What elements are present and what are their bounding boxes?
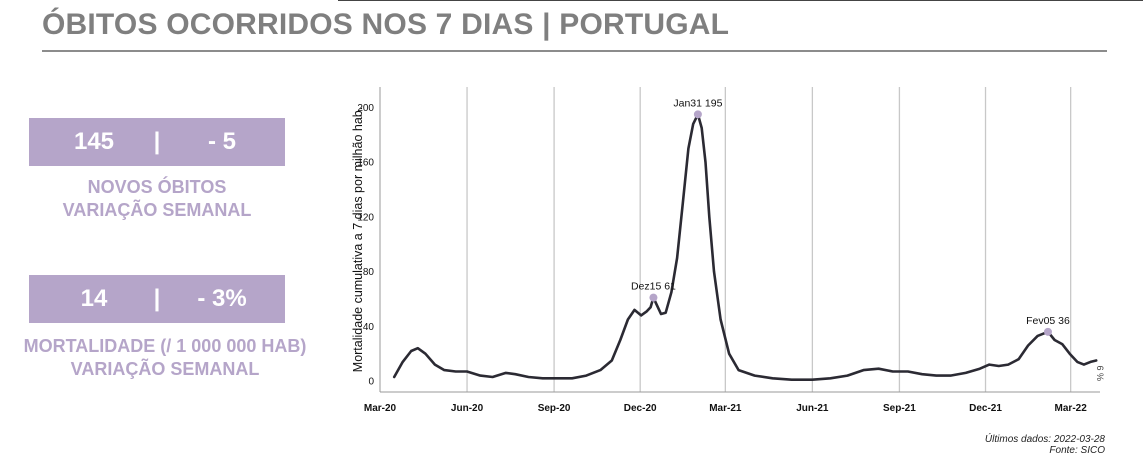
peak-label: Fev05 36 xyxy=(1026,315,1070,327)
x-tick-label: Jun-21 xyxy=(796,403,829,414)
kpi-separator: | xyxy=(153,285,161,312)
kpi-new-deaths-value: 145 xyxy=(73,128,115,155)
y-tick-label: 0 xyxy=(368,377,374,388)
peak-marker xyxy=(693,110,702,119)
x-tick-label: Sep-21 xyxy=(883,403,916,414)
x-tick-label: Mar-20 xyxy=(364,403,397,414)
x-tick-label: Dec-20 xyxy=(624,403,657,414)
y-tick-label: 120 xyxy=(357,212,374,223)
last-data-note: Últimos dados: 2022-03-28 xyxy=(984,434,1105,445)
y-tick-label: 200 xyxy=(357,103,374,114)
kpi-new-deaths-change: - 5 xyxy=(207,128,237,155)
peak-marker xyxy=(649,293,658,302)
x-tick-label: Sep-20 xyxy=(538,403,571,414)
y-tick-label: 40 xyxy=(363,322,375,333)
top-border-line xyxy=(338,0,1143,1)
x-tick-label: Mar-21 xyxy=(709,403,742,414)
kpi-label-line: MORTALIDADE (/ 1 000 000 HAB) xyxy=(23,336,307,356)
peak-label: Jan31 195 xyxy=(673,97,722,109)
kpi-label-line: VARIAÇÃO SEMANAL xyxy=(70,359,260,379)
kpi-new-deaths-label: NOVOS ÓBITOS VARIAÇÃO SEMANAL xyxy=(29,176,285,222)
kpi-mortality-value: 14 xyxy=(80,285,108,312)
kpi-separator: | xyxy=(153,128,161,155)
kpi-label-line: VARIAÇÃO SEMANAL xyxy=(62,200,252,220)
mortality-line-chart: 0 40 80 120 160 200 Mar-20 Jun-20 Sep-20 Dec-20 Ma… xyxy=(351,87,1105,414)
kpi-mortality-change: - 3% xyxy=(197,285,247,312)
kpi-label-line: NOVOS ÓBITOS xyxy=(87,177,227,197)
y-tick-label: 80 xyxy=(363,267,375,278)
y-tick-label: 160 xyxy=(357,158,374,169)
series-line xyxy=(392,113,1098,381)
peak-label: Dez15 61 xyxy=(631,281,676,293)
x-tick-label: Mar-22 xyxy=(1055,403,1088,414)
y-axis-title: Mortalidade cumulativa a 7 dias por milh… xyxy=(351,107,365,372)
title-underline xyxy=(42,50,1107,52)
kpi-new-deaths-box: 145 | - 5 xyxy=(29,118,285,166)
x-tick-label: Jun-20 xyxy=(451,403,484,414)
x-tick-label: Dec-21 xyxy=(969,403,1002,414)
page-title: ÓBITOS OCORRIDOS NOS 7 DIAS | PORTUGAL xyxy=(42,8,730,41)
kpi-mortality-box: 14 | - 3% xyxy=(29,275,285,323)
end-change-label: 6 % xyxy=(1095,366,1105,382)
kpi-mortality-label: MORTALIDADE (/ 1 000 000 HAB) VARIAÇÃO S… xyxy=(0,335,330,381)
peak-marker xyxy=(1043,327,1052,336)
